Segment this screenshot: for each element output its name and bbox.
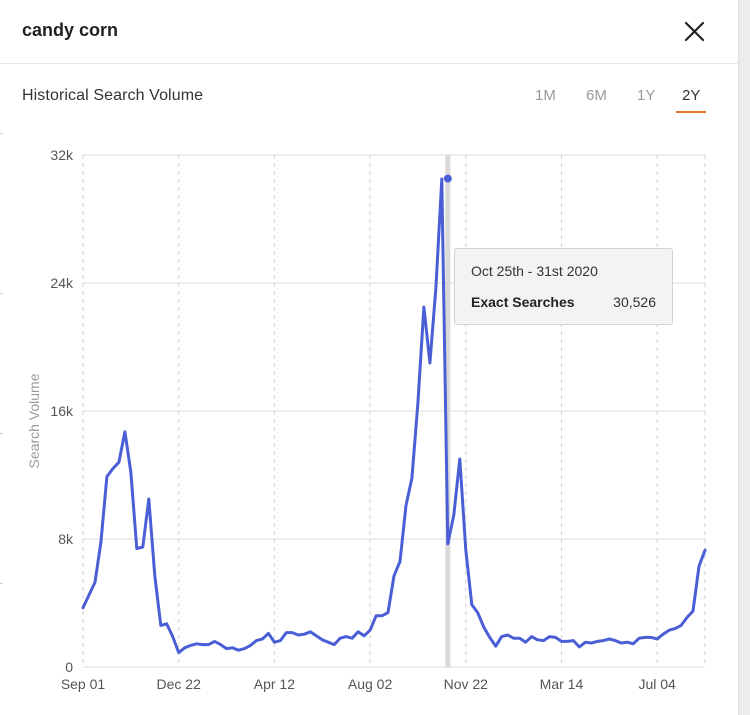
x-tick-label: Nov 22 (444, 676, 489, 692)
x-tick-label: Dec 22 (157, 676, 202, 692)
tooltip-value: 30,526 (613, 294, 656, 310)
y-tick-label: 8k (58, 531, 74, 547)
range-2y-button[interactable]: 2Y (675, 87, 707, 113)
x-tick-label: Aug 02 (348, 676, 393, 692)
x-tick-label: Sep 01 (61, 676, 106, 692)
series-line (81, 177, 707, 655)
highlight-point (443, 174, 452, 183)
range-1m-button[interactable]: 1M (535, 87, 556, 104)
x-tick-label: Apr 12 (254, 676, 295, 692)
x-tick-label: Mar 14 (540, 676, 584, 692)
hover-indicator (445, 155, 451, 667)
y-tick-label: 32k (50, 147, 74, 163)
y-axis-title: Search Volume (26, 373, 42, 468)
range-selector: 1M 6M 1Y 2Y (525, 87, 725, 117)
search-volume-chart: 0 8k 16k 24k 32k Sep 01 Dec 22 Apr 12 Aug 02 Nov … (26, 147, 707, 692)
tooltip-label: Exact Searches (471, 294, 575, 310)
keyword-title: candy corn (22, 20, 119, 40)
y-tick-label: 24k (50, 275, 74, 291)
tooltip-date: Oct 25th - 31st 2020 (471, 263, 598, 279)
chart-subtitle: Historical Search Volume (22, 87, 204, 104)
edge-tick (0, 583, 3, 584)
edge-tick (0, 433, 3, 434)
range-6m-button[interactable]: 6M (586, 87, 607, 104)
edge-tick (0, 133, 3, 134)
x-tick-label: Jul 04 (638, 676, 676, 692)
edge-tick (0, 293, 3, 294)
header-divider (0, 63, 738, 64)
close-icon[interactable] (680, 17, 710, 47)
range-1y-button[interactable]: 1Y (637, 87, 656, 104)
chart-tooltip: Oct 25th - 31st 2020 Exact Searches 30,5… (454, 248, 673, 325)
y-tick-label: 0 (65, 659, 73, 675)
y-tick-label: 16k (50, 403, 74, 419)
